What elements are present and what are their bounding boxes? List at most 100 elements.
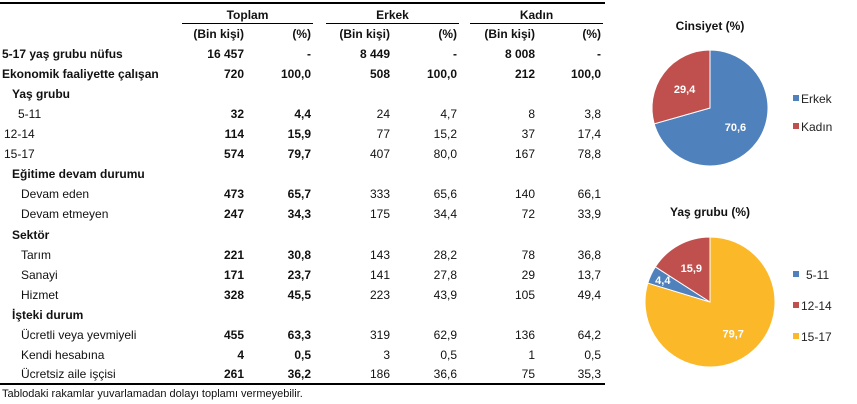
cell-percent: 36,8 [577,248,601,262]
cell-percent: 23,7 [287,268,311,282]
cell-percent: 65,7 [287,187,311,201]
cell-percent: 63,3 [287,328,311,342]
data-label: 4,4 [655,275,671,287]
header-erkek: Erkek [376,8,409,22]
cell-count: 140 [514,187,535,201]
cell-count: 261 [223,367,244,381]
cell-percent: 100,0 [426,67,457,81]
cell-count: 29 [521,268,535,282]
header-kadin: Kadın [519,8,554,22]
cell-count: 72 [521,207,535,221]
table-row: Devam eden 473 65,7 333 65,6 140 66,1 [0,186,605,202]
row-label: İşteki durum [12,308,84,322]
cell-percent: 33,9 [577,207,601,221]
table-row: 5-17 yaş grubu nüfus 16 457 - 8 449 - 8 008 - [0,46,605,62]
legend-label: 12-14 [801,299,832,313]
cell-count: 508 [369,67,390,81]
row-label: 15-17 [4,147,35,161]
cell-percent: 4,7 [440,107,457,121]
cell-count: 143 [369,248,390,262]
table-row: Sanayi 171 23,7 141 27,8 29 13,7 [0,267,605,283]
cell-percent: - [453,47,457,61]
cell-count: 407 [369,147,390,161]
table-row: Ekonomik faaliyette çalışan 720 100,0 508 10… [0,66,605,82]
table-row: Tarım 221 30,8 143 28,2 78 36,8 [0,247,605,263]
cell-count: 141 [369,268,390,282]
cell-count: 167 [514,147,535,161]
cell-percent: 30,8 [287,248,311,262]
cell-percent: - [307,47,311,61]
legend-swatch [793,123,799,129]
cell-percent: 49,4 [577,288,601,302]
cell-percent: 36,6 [433,367,457,381]
legend-label: 15-17 [801,330,832,344]
cell-percent: - [597,47,601,61]
cell-count: 105 [514,288,535,302]
pie-charts: Cinsiyet (%) 70,6 29,4 Erkek Kadın Yaş grubu … [644,19,833,368]
cell-count: 8 449 [359,47,390,61]
subheader-bin-kisi: (Bin kişi) [484,27,535,41]
cell-percent: 3,8 [584,107,601,121]
cell-percent: 79,7 [287,147,311,161]
table-row: 15-17 574 79,7 407 80,0 167 78,8 [0,146,605,162]
cell-percent: 62,9 [433,328,457,342]
cell-count: 75 [521,367,535,381]
cell-percent: 0,5 [294,348,311,362]
row-label: Devam eden [21,187,90,201]
cell-percent: 17,4 [577,127,601,141]
cell-percent: 0,5 [584,348,601,362]
cell-percent: 100,0 [570,67,601,81]
cell-count: 333 [369,187,390,201]
row-label: Kendi hesabına [21,348,105,362]
row-label: Eğitime devam durumu [12,167,145,181]
cell-count: 319 [369,328,390,342]
cell-count: 171 [223,268,244,282]
cell-percent: 15,9 [287,127,311,141]
cell-percent: 34,4 [433,207,457,221]
cell-count: 1 [528,348,535,362]
row-label: Sanayi [21,268,58,282]
kadin-underline [470,23,603,24]
cell-percent: 35,3 [577,367,601,381]
cell-count: 186 [369,367,390,381]
pie-slice-12-14 [654,236,711,303]
pie-slice-15-17 [644,236,776,368]
cell-count: 223 [369,288,390,302]
footnote: Tablodaki rakamlar yuvarlamadan dolayı t… [2,388,303,400]
cell-count: 455 [223,328,244,342]
subheader-bin-kisi: (Bin kişi) [339,27,390,41]
cell-percent: 78,8 [577,147,601,161]
cell-percent: 28,2 [433,248,457,262]
section-heading-row: İşteki durum [0,307,605,323]
erkek-underline [326,23,459,24]
row-label: 5-17 yaş grubu nüfus [2,47,123,61]
row-label: Ücretsiz aile işçisi [21,367,116,381]
cell-count: 4 [237,348,244,362]
table-row: Hizmet 328 45,5 223 43,9 105 49,4 [0,287,605,303]
legend-swatch [793,95,799,101]
subheader-percent: (%) [582,27,601,41]
data-label: 79,7 [723,328,744,340]
cell-count: 8 [528,107,535,121]
cell-count: 473 [223,187,244,201]
data-label: 29,4 [674,84,696,96]
cell-percent: 0,5 [440,348,457,362]
cell-count: 328 [223,288,244,302]
cell-percent: 65,6 [433,187,457,201]
cell-percent: 13,7 [577,268,601,282]
legend-label: Kadın [801,120,832,134]
cell-percent: 36,2 [287,367,311,381]
row-label: 12-14 [4,127,35,141]
cell-percent: 80,0 [433,147,457,161]
cell-percent: 43,9 [433,288,457,302]
cell-count: 114 [224,127,244,141]
cell-percent: 45,5 [287,288,311,302]
legend-swatch [793,302,799,308]
cell-percent: 34,3 [287,207,311,221]
legend-label: Erkek [801,92,833,106]
row-label: Tarım [21,248,51,262]
legend-swatch [793,271,799,277]
data-label: 70,6 [725,122,746,134]
legend-label: 5-11 [806,268,829,282]
